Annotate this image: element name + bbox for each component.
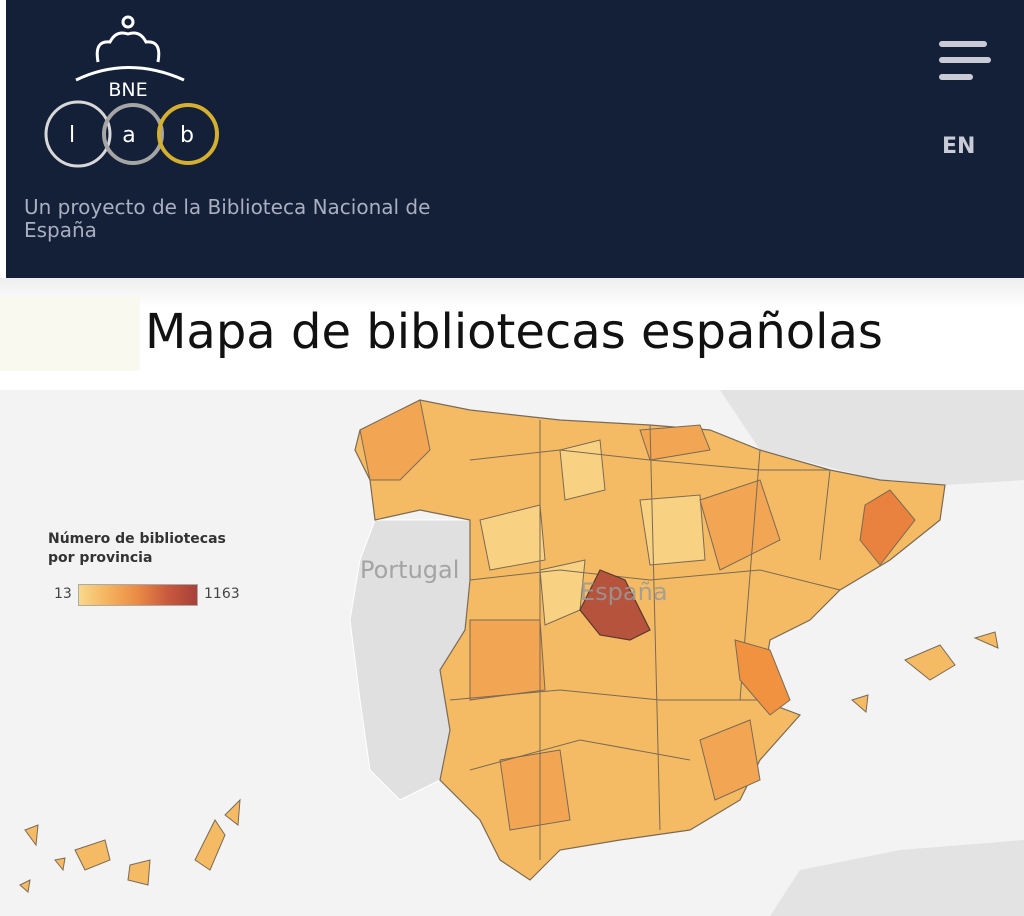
logo-letter: l: [69, 123, 75, 148]
header: BNE l a b Un proyecto de la Biblioteca N…: [6, 0, 1024, 278]
legend-title: Número de bibliotecas por provincia: [48, 531, 226, 566]
language-switch[interactable]: EN: [942, 134, 976, 159]
map[interactable]: Portugal España: [0, 390, 1024, 916]
logo-text: BNE: [108, 79, 147, 101]
legend-scale: [78, 584, 198, 606]
spacer: [0, 296, 140, 371]
logo-letter: b: [180, 123, 194, 148]
tagline: Un proyecto de la Biblioteca Nacional de…: [24, 195, 431, 242]
legend-max: 1163: [204, 586, 240, 602]
page-title: Mapa de bibliotecas españolas: [145, 304, 883, 360]
logo[interactable]: BNE l a b: [6, 0, 266, 180]
map-label: Portugal: [360, 556, 459, 584]
legend-min: 13: [54, 586, 72, 602]
logo-letter: a: [122, 123, 135, 148]
shadow: [0, 278, 1024, 388]
map-label: España: [580, 578, 668, 606]
menu-button[interactable]: [934, 38, 994, 88]
